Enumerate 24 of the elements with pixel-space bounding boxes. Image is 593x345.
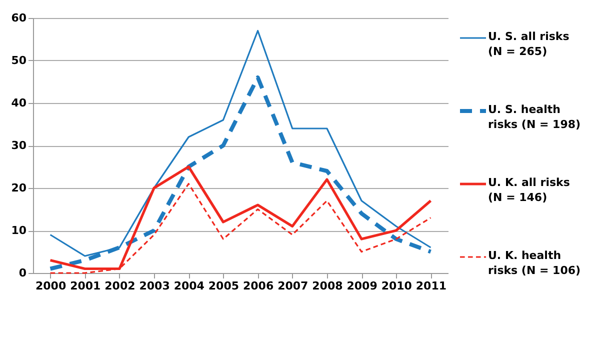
x-tick-label: 2009	[346, 280, 378, 292]
x-tick-label: 2003	[139, 280, 170, 292]
x-tick-label: 2001	[70, 280, 101, 292]
x-tick-label: 2011	[416, 280, 447, 292]
legend-label: U. S. all risks (N = 265)	[488, 30, 570, 58]
y-tick-label: 10	[11, 224, 27, 237]
x-tick-label: 2010	[381, 280, 412, 292]
x-tick-label: 2007	[278, 280, 308, 292]
x-tick-label: 2000	[35, 280, 66, 292]
line-series	[48, 165, 432, 270]
legend-label: U. K. health risks (N = 106)	[488, 249, 581, 277]
y-tick-label: 0	[18, 266, 27, 280]
y-tick-label: 60	[11, 12, 27, 24]
y-tick-label: 50	[11, 54, 27, 67]
x-tick-label: 2002	[104, 280, 136, 292]
y-tick-label: 40	[11, 96, 27, 110]
x-tick-label: 2006	[242, 280, 274, 292]
legend-label: U. S. health risks (N = 198)	[488, 103, 581, 131]
x-tick-label: 2004	[174, 280, 205, 292]
y-tick-label: 20	[11, 182, 27, 194]
x-tick-label: 2008	[312, 280, 343, 292]
legend-label: U. K. all risks (N = 146)	[488, 176, 570, 204]
y-tick-label: 30	[11, 139, 27, 152]
x-tick-label: 2005	[208, 280, 240, 292]
